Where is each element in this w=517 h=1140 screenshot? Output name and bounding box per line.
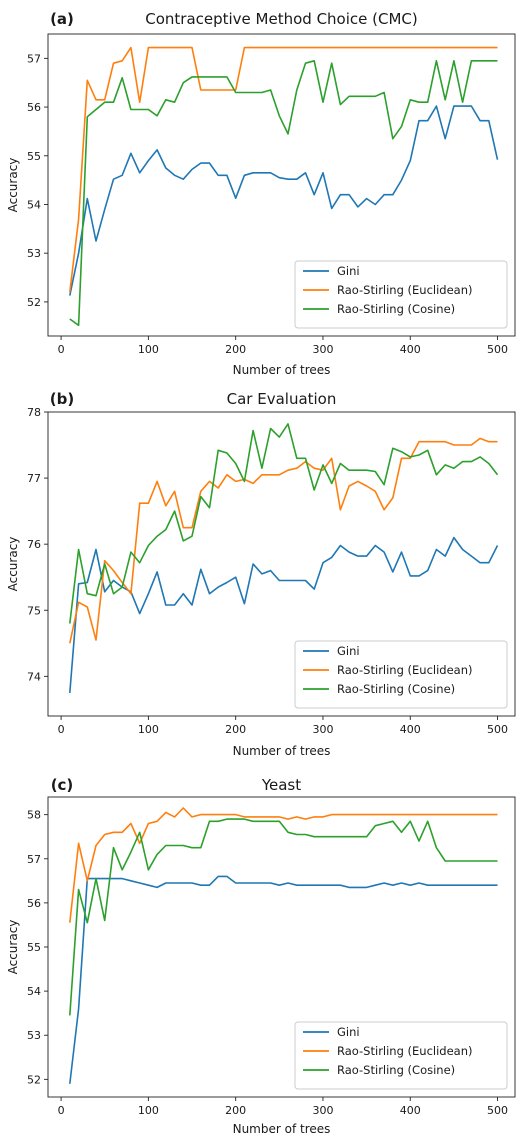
- y-tick-label: 55: [27, 941, 41, 954]
- x-tick-label: 400: [400, 343, 421, 356]
- x-axis-label: Number of trees: [233, 744, 331, 758]
- panel-label: (c): [51, 776, 74, 794]
- chart-panel-3: (c) Yeast 0 100 200 300 400 500 52 53 54 55 56 57 58 Nu…: [6, 776, 516, 1136]
- y-tick-label: 55: [27, 150, 41, 163]
- y-tick-label: 54: [27, 198, 41, 211]
- series-line-rao-stirling-euclidean: [69, 807, 498, 923]
- legend-label: Rao-Stirling (Cosine): [337, 682, 455, 696]
- y-axis-label: Accuracy: [6, 920, 20, 975]
- legend-label: Gini: [337, 644, 360, 658]
- series-line-rao-stirling-euclidean: [69, 46, 498, 293]
- y-axis-label: Accuracy: [6, 158, 20, 213]
- chart-title: Yeast: [261, 776, 301, 794]
- panel-label: (a): [50, 10, 74, 28]
- plot-frame: [47, 33, 516, 337]
- x-tick-label: 200: [225, 1104, 246, 1117]
- legend-box: [294, 1021, 508, 1090]
- y-tick-label: 76: [27, 538, 41, 551]
- x-tick-label: 500: [487, 343, 508, 356]
- chart-panel-1: (a) Contraceptive Method Choice (CMC) 0 100…: [6, 10, 516, 377]
- x-tick-label: 0: [58, 1104, 65, 1117]
- legend: Gini Rao-Stirling (Euclidean) Rao-Stirling…: [294, 640, 508, 709]
- legend-label: Rao-Stirling (Cosine): [337, 302, 455, 316]
- legend-label: Gini: [337, 264, 360, 278]
- y-tick-label: 57: [27, 853, 41, 866]
- legend: Gini Rao-Stirling (Euclidean) Rao-Stirling…: [294, 1021, 508, 1090]
- x-tick-label: 200: [225, 723, 246, 736]
- legend-box: [294, 640, 508, 709]
- legend-label: Rao-Stirling (Euclidean): [337, 663, 473, 677]
- y-tick-label: 77: [27, 472, 41, 485]
- plot-frame: [47, 411, 516, 717]
- panel-label: (b): [50, 390, 74, 408]
- legend: Gini Rao-Stirling (Euclidean) Rao-Stirling…: [294, 260, 508, 329]
- y-tick-label: 52: [27, 1073, 41, 1086]
- y-tick-label: 57: [27, 52, 41, 65]
- x-tick-label: 100: [138, 723, 159, 736]
- x-tick-label: 500: [487, 723, 508, 736]
- y-tick-label: 78: [27, 406, 41, 419]
- y-tick-label: 58: [27, 809, 41, 822]
- x-tick-label: 400: [400, 723, 421, 736]
- legend-label: Rao-Stirling (Euclidean): [337, 283, 473, 297]
- y-tick-label: 56: [27, 101, 41, 114]
- series-line-rao-stirling-euclidean: [69, 437, 498, 644]
- x-tick-label: 400: [400, 1104, 421, 1117]
- series-line-rao-stirling-cosine: [69, 818, 498, 1016]
- series-line-gini: [69, 875, 498, 1084]
- y-tick-label: 53: [27, 247, 41, 260]
- x-axis-label: Number of trees: [233, 1122, 331, 1136]
- chart-title: Contraceptive Method Choice (CMC): [145, 10, 418, 28]
- y-tick-label: 52: [27, 296, 41, 309]
- x-tick-label: 300: [312, 723, 333, 736]
- x-tick-label: 100: [138, 1104, 159, 1117]
- x-tick-label: 300: [312, 343, 333, 356]
- x-tick-label: 0: [58, 343, 65, 356]
- x-tick-label: 100: [138, 343, 159, 356]
- legend-label: Gini: [337, 1025, 360, 1039]
- series-line-gini: [69, 536, 499, 693]
- y-tick-label: 53: [27, 1029, 41, 1042]
- x-axis-label: Number of trees: [233, 363, 331, 377]
- chart-title: Car Evaluation: [227, 390, 337, 408]
- y-axis-label: Accuracy: [6, 537, 20, 592]
- legend-box: [294, 260, 508, 329]
- y-tick-label: 75: [27, 604, 41, 617]
- legend-label: Rao-Stirling (Euclidean): [337, 1044, 473, 1058]
- x-tick-label: 0: [58, 723, 65, 736]
- y-tick-label: 74: [27, 670, 41, 683]
- chart-panel-2: (b) Car Evaluation 0 100 200 300 400 500 74 75 76 7…: [6, 390, 516, 758]
- x-tick-label: 200: [225, 343, 246, 356]
- x-tick-label: 300: [312, 1104, 333, 1117]
- series-line-rao-stirling-cosine: [69, 423, 499, 624]
- series-line-rao-stirling-cosine: [69, 59, 498, 327]
- y-tick-label: 56: [27, 897, 41, 910]
- x-tick-label: 500: [487, 1104, 508, 1117]
- legend-label: Rao-Stirling (Cosine): [337, 1063, 455, 1077]
- series-line-gini: [69, 105, 499, 296]
- y-tick-label: 54: [27, 985, 41, 998]
